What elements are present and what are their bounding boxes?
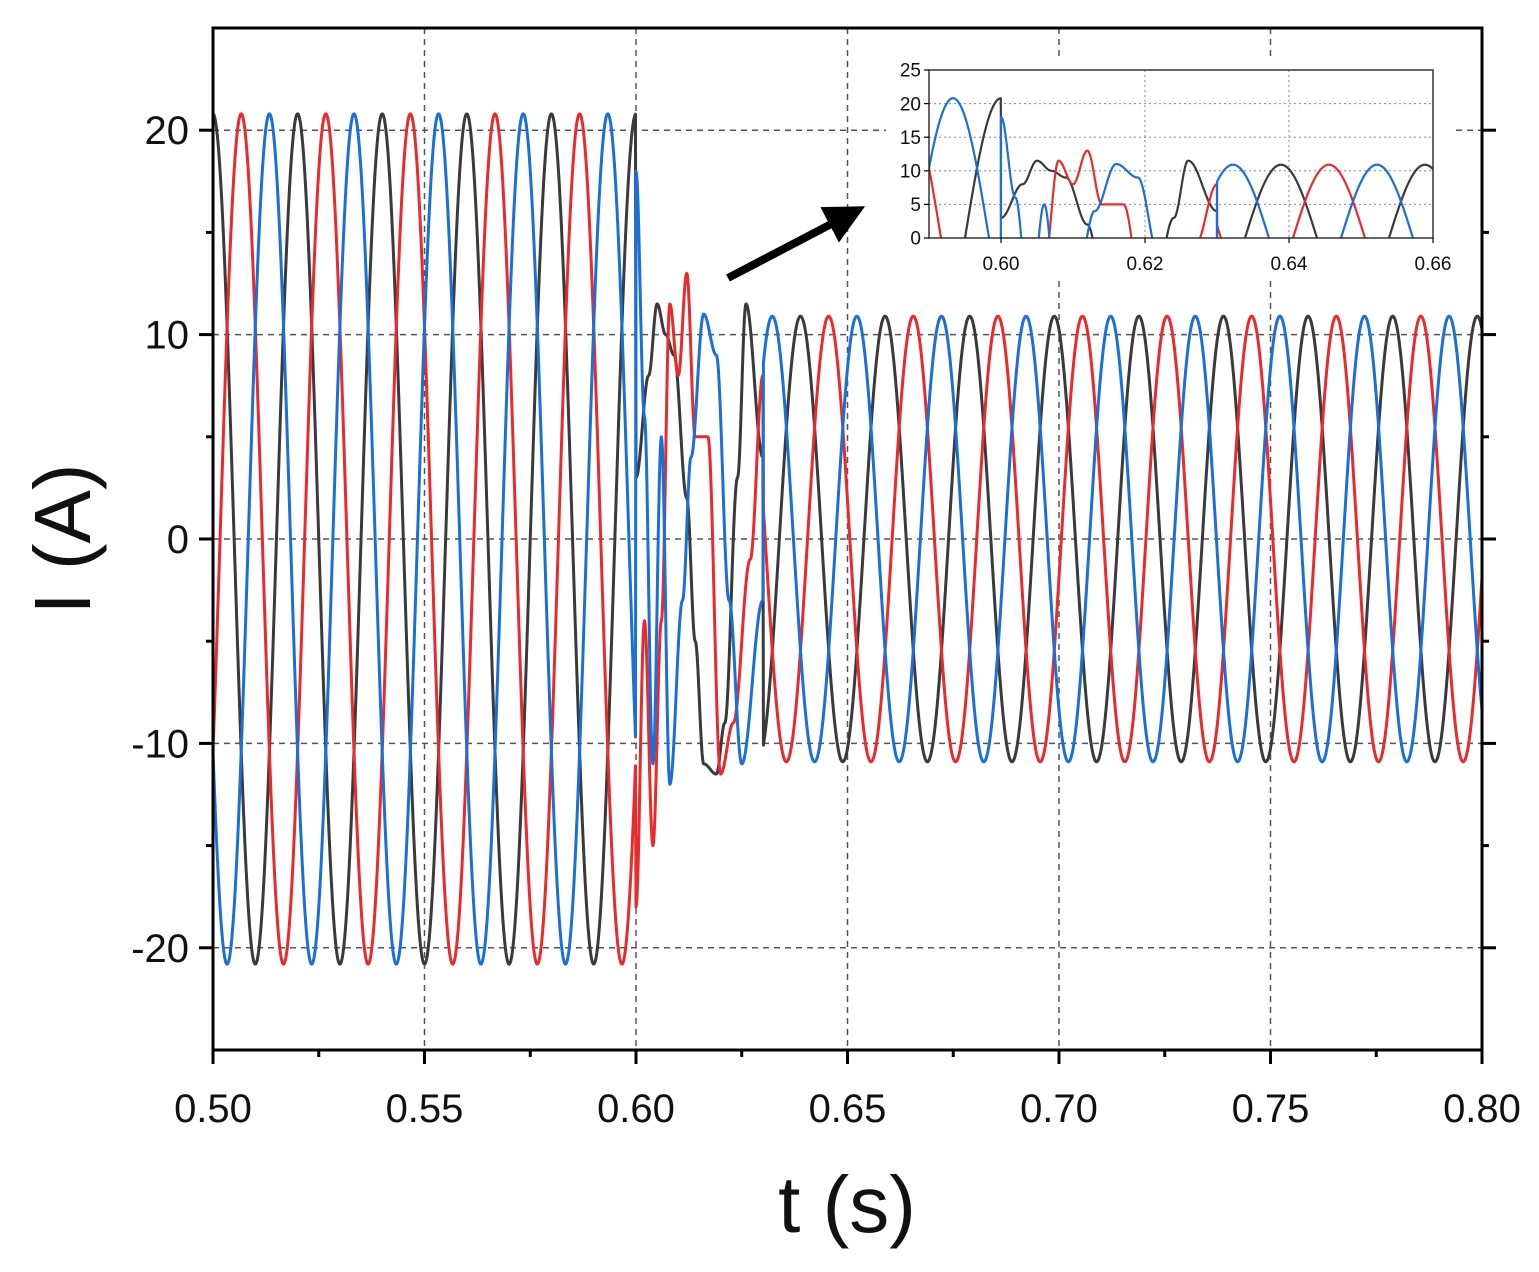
- series-line-phase-black: [213, 112, 1482, 966]
- main-series-group: [213, 112, 1482, 966]
- x-tick-label: 0.75: [1232, 1087, 1310, 1131]
- series-line-phase-blue: [213, 112, 1482, 966]
- x-tick-label: 0.60: [597, 1087, 675, 1131]
- inset-background: [886, 60, 1454, 280]
- x-tick-label: 0.65: [809, 1087, 887, 1131]
- y-tick-label: 20: [900, 94, 921, 115]
- series-line-phase-red: [929, 149, 1367, 238]
- inset-ticks: 0.60 0.62 0.64 0.66 0 5 10 15 20 25: [900, 61, 1452, 275]
- y-tick-label: 25: [900, 61, 921, 82]
- series-line-phase-blue: [929, 97, 1414, 238]
- inset-series-group: [929, 97, 1433, 238]
- y-tick-label: 20: [145, 109, 190, 153]
- main-ticks: 0.50 0.55 0.60 0.65 0.70 0.75 0.80 -20 -10 0 10 20: [131, 109, 1521, 1131]
- inset-grid: [929, 70, 1433, 238]
- y-tick-label: 0: [910, 229, 921, 250]
- x-tick-label: 0.50: [174, 1087, 252, 1131]
- x-tick-label: 0.55: [386, 1087, 464, 1131]
- x-axis-title: t (s): [778, 1160, 916, 1249]
- y-tick-label: 15: [900, 128, 921, 149]
- y-tick-label: 10: [145, 314, 190, 358]
- x-tick-label: 0.66: [1415, 254, 1452, 275]
- y-tick-label: -10: [131, 722, 189, 766]
- x-tick-label: 0.70: [1020, 1087, 1098, 1131]
- y-tick-label: 10: [900, 161, 921, 182]
- inset-plot-frame: [928, 69, 1434, 239]
- zoom-inset: 0.60 0.62 0.64 0.66 0 5 10 15 20 25: [886, 60, 1454, 280]
- series-line-phase-black: [963, 97, 1433, 238]
- y-tick-label: -20: [131, 927, 189, 971]
- x-tick-label: 0.62: [1127, 254, 1164, 275]
- y-axis-title: I (A): [18, 463, 107, 614]
- x-tick-label: 0.64: [1271, 254, 1308, 275]
- x-tick-label: 0.60: [983, 254, 1020, 275]
- y-tick-label: 0: [167, 518, 189, 562]
- zoom-arrow: [726, 206, 866, 282]
- y-tick-label: 5: [910, 195, 921, 216]
- x-tick-label: 0.80: [1443, 1087, 1521, 1131]
